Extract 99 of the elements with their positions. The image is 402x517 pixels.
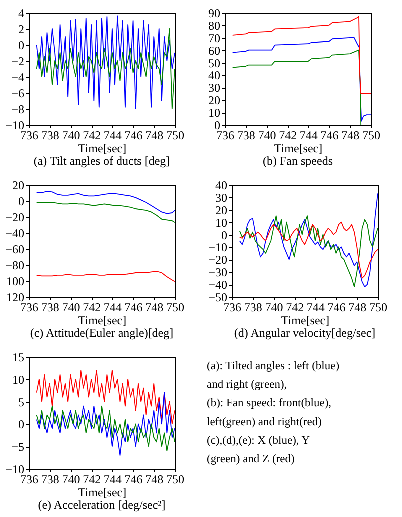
y-tick-label: 20	[12, 178, 24, 192]
x-tick-label: 750	[362, 128, 380, 142]
y-tick-label: 0	[18, 38, 24, 52]
y-tick-label: 5	[18, 395, 24, 410]
text: (b): Fan speed: front(blue),	[207, 398, 332, 410]
x-tick-label: 746	[124, 128, 143, 142]
y-tick-label: 10	[208, 106, 220, 120]
x-tick-label: 742	[83, 300, 102, 314]
y-tick-label: 0	[222, 228, 228, 242]
y-tick-label: −20	[6, 210, 24, 224]
x-tick-label: 750	[370, 300, 388, 314]
y-tick-label: 0	[18, 194, 24, 208]
x-tick-label: 748	[146, 300, 164, 314]
x-tick-label: 742	[83, 128, 102, 142]
y-tick-label: 2	[18, 22, 24, 36]
y-tick-label: 90	[208, 6, 220, 20]
y-tick-label: 70	[208, 31, 220, 46]
y-tick-label: −4	[12, 70, 24, 84]
x-tick-label: 750	[166, 300, 184, 314]
y-tick-label: 10	[12, 372, 24, 387]
y-tick-label: −2	[12, 54, 24, 68]
y-tick-label: 80	[208, 18, 220, 33]
x-tick-label: 748	[146, 128, 164, 142]
line-series	[36, 270, 175, 282]
x-tick-label: 748	[146, 472, 164, 486]
x-tick-label: 750	[166, 128, 184, 142]
y-tick-label: 40	[216, 178, 228, 192]
x-tick-label: 740	[62, 472, 80, 486]
text: (c) Attitude(Euler angle)[deg]	[30, 326, 174, 340]
x-axis-title: Time[sec]	[78, 314, 127, 328]
y-tick-label: 30	[208, 81, 220, 96]
y-tick-label: −40	[208, 278, 228, 292]
x-tick-label: 744	[300, 128, 318, 142]
x-tick-label: 748	[342, 128, 360, 142]
text: (a) Tilt angles of ducts [deg]	[34, 154, 170, 168]
x-tick-label: 742	[279, 128, 298, 142]
line-series	[36, 370, 175, 425]
y-tick-label: −60	[6, 242, 24, 256]
text: left(green) and right(red)	[207, 416, 322, 428]
y-tick-label: 20	[208, 94, 220, 108]
x-tick-label: 750	[166, 472, 184, 486]
text: (a): Tilted angles : left (blue)	[207, 360, 340, 372]
text: (e) Acceleration [deg/sec²]	[38, 498, 166, 512]
y-tick-label: 100	[6, 274, 24, 288]
x-tick-label: 746	[320, 128, 339, 142]
x-tick-label: 738	[41, 300, 60, 314]
x-tick-label: 740	[265, 300, 284, 314]
y-tick-label: 40	[208, 68, 220, 83]
line-series	[232, 16, 371, 94]
line-series	[239, 216, 378, 288]
line-series	[239, 222, 378, 279]
x-axis-title: Time[sec]	[274, 142, 323, 156]
x-axis-title: Time[sec]	[78, 486, 127, 500]
x-tick-label: 744	[104, 472, 122, 486]
y-tick-label: 50	[208, 56, 220, 70]
x-tick-label: 740	[62, 300, 80, 314]
y-tick-label: −80	[6, 258, 24, 272]
line-series	[239, 193, 378, 288]
text: (d) Angular velocity[deg/sec]	[234, 326, 376, 340]
x-tick-label: 738	[41, 128, 60, 142]
line-series	[232, 50, 362, 125]
x-tick-label: 746	[124, 300, 143, 314]
y-tick-label: 4	[18, 6, 24, 20]
x-axis-title: Time[sec]	[78, 142, 127, 156]
y-tick-label: −8	[12, 102, 24, 116]
x-tick-label: 742	[83, 472, 102, 486]
x-tick-label: 740	[62, 128, 80, 142]
x-tick-label: 748	[348, 300, 367, 314]
text: (c),(d),(e): X (blue), Y	[207, 435, 311, 447]
x-tick-label: 744	[104, 128, 122, 142]
text: (green) and Z (red)	[207, 454, 295, 466]
line-series	[36, 202, 175, 224]
y-tick-label: −5	[12, 440, 24, 454]
line-series	[36, 190, 175, 214]
x-tick-label: 742	[286, 300, 304, 314]
x-tick-label: 744	[306, 300, 325, 314]
y-tick-label: 60	[208, 44, 220, 58]
x-tick-label: 738	[237, 128, 256, 142]
x-tick-label: 738	[41, 472, 60, 486]
line-series	[36, 392, 175, 456]
y-tick-label: 15	[12, 350, 24, 364]
text: and right (green),	[207, 379, 288, 391]
x-tick-label: 746	[328, 300, 346, 314]
y-tick-label: 30	[216, 190, 228, 205]
x-tick-label: 746	[124, 472, 143, 486]
x-axis-title: Time[sec]	[281, 314, 330, 328]
x-tick-label: 744	[104, 300, 122, 314]
y-tick-label: −30	[208, 266, 228, 280]
y-tick-label: 10	[216, 216, 228, 230]
x-tick-label: 738	[244, 300, 262, 314]
y-tick-label: 20	[216, 203, 228, 218]
y-tick-label: −40	[6, 226, 24, 240]
text: (b) Fan speeds	[263, 154, 334, 168]
line-series	[36, 406, 175, 452]
y-tick-label: −6	[12, 86, 24, 100]
y-tick-label: −20	[208, 253, 228, 268]
y-tick-label: 0	[18, 418, 24, 432]
x-tick-label: 740	[258, 128, 276, 142]
y-tick-label: −10	[208, 240, 228, 255]
